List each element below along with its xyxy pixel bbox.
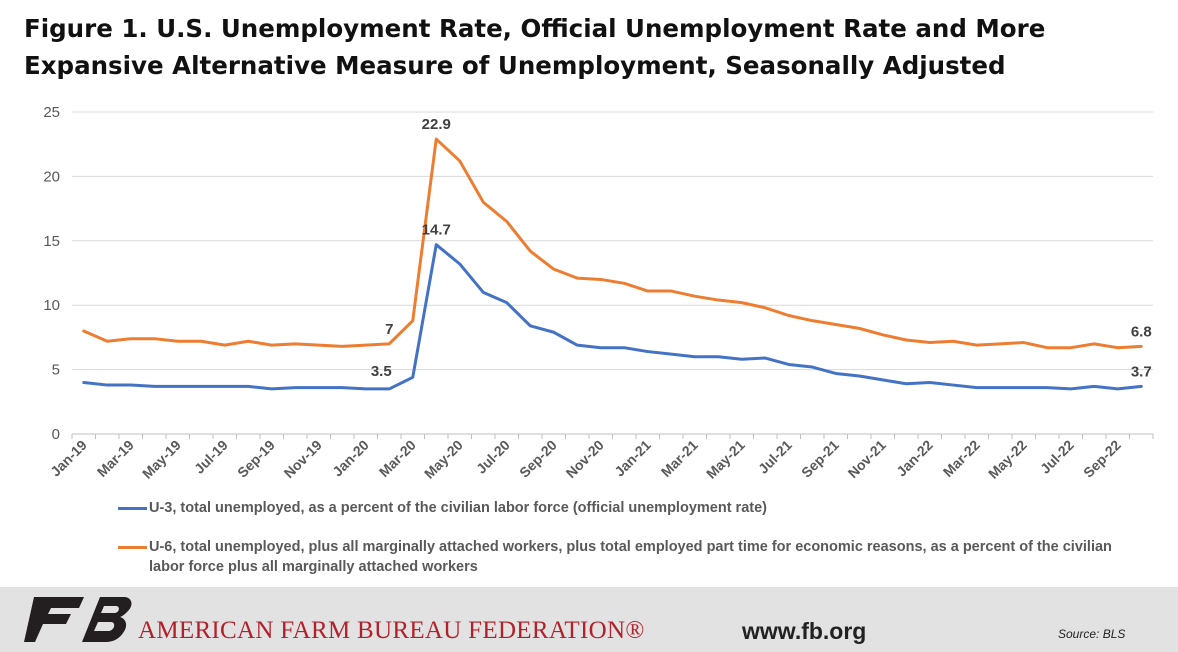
source-note: Source: BLS [1058,627,1126,641]
x-tick-label: Jul-21 [755,437,795,477]
x-tick-label: Nov-21 [845,437,889,481]
footer-banner: AMERICAN FARM BUREAU FEDERATION® www.fb.… [0,587,1178,652]
x-tick-label: Mar-19 [94,437,137,480]
y-tick-label: 10 [43,297,60,314]
legend-swatch-u6 [118,546,147,549]
org-name: AMERICAN FARM BUREAU FEDERATION® [138,617,645,644]
data-label: 22.9 [422,116,451,133]
x-tick-label: May-19 [139,437,184,482]
x-tick-label: Jul-19 [191,437,231,477]
data-label: 7 [385,321,393,338]
series-line-u6 [82,137,1143,350]
x-tick-label: Mar-20 [376,437,419,480]
data-label: 3.7 [1131,363,1152,380]
y-tick-label: 5 [52,362,60,379]
legend-swatch-u3 [118,507,147,510]
data-label: 6.8 [1131,323,1152,340]
y-tick-label: 15 [43,233,60,250]
data-label: 3.5 [371,363,392,380]
chart-title: Figure 1. U.S. Unemployment Rate, Offici… [24,14,1046,80]
website-url: www.fb.org [742,618,867,644]
gridlines [71,111,1154,439]
y-tick-label: 0 [52,426,60,443]
x-tick-label: Sep-21 [798,437,842,481]
x-tick-label: May-22 [985,437,1030,482]
x-tick-label: Nov-20 [563,437,607,481]
x-tick-label: Nov-19 [281,437,325,481]
x-tick-label: Jul-22 [1037,437,1077,477]
x-axis-ticks: Jan-19 Mar-19 May-19 Jul-19 Sep-19 Nov-19 Jan-… [47,437,1124,482]
line-chart: 0 5 10 15 20 25 Jan-19 Mar-19 May-19 Jul-19 Sep-1… [43,104,1154,482]
data-labels: 22.9 7 14.7 3.5 6.8 3.7 [371,116,1152,380]
x-tick-label: Sep-22 [1080,437,1124,481]
series-line-u3 [82,243,1143,391]
x-tick-label: Jul-20 [473,437,513,477]
y-axis-ticks: 0 5 10 15 20 25 [43,104,60,443]
y-tick-label: 25 [43,104,60,121]
x-tick-label: Jan-19 [47,437,90,480]
series-lines [82,137,1143,391]
x-tick-label: May-21 [703,437,748,482]
x-tick-label: Jan-22 [893,437,936,480]
x-tick-label: Jan-20 [329,437,372,480]
legend-label-u3: U-3, total unemployed, as a percent of t… [149,500,767,516]
data-label: 14.7 [422,222,451,239]
x-tick-label: Jan-21 [611,437,654,480]
y-tick-label: 20 [43,168,60,185]
x-tick-label: Sep-19 [234,437,278,481]
x-tick-label: Sep-20 [516,437,560,481]
x-tick-label: Mar-22 [940,437,983,480]
legend-label-u6: U-6, total unemployed, plus all marginal… [149,539,1112,575]
farm-bureau-logo [24,597,132,642]
x-tick-label: May-20 [421,437,466,482]
x-tick-label: Mar-21 [658,437,701,480]
